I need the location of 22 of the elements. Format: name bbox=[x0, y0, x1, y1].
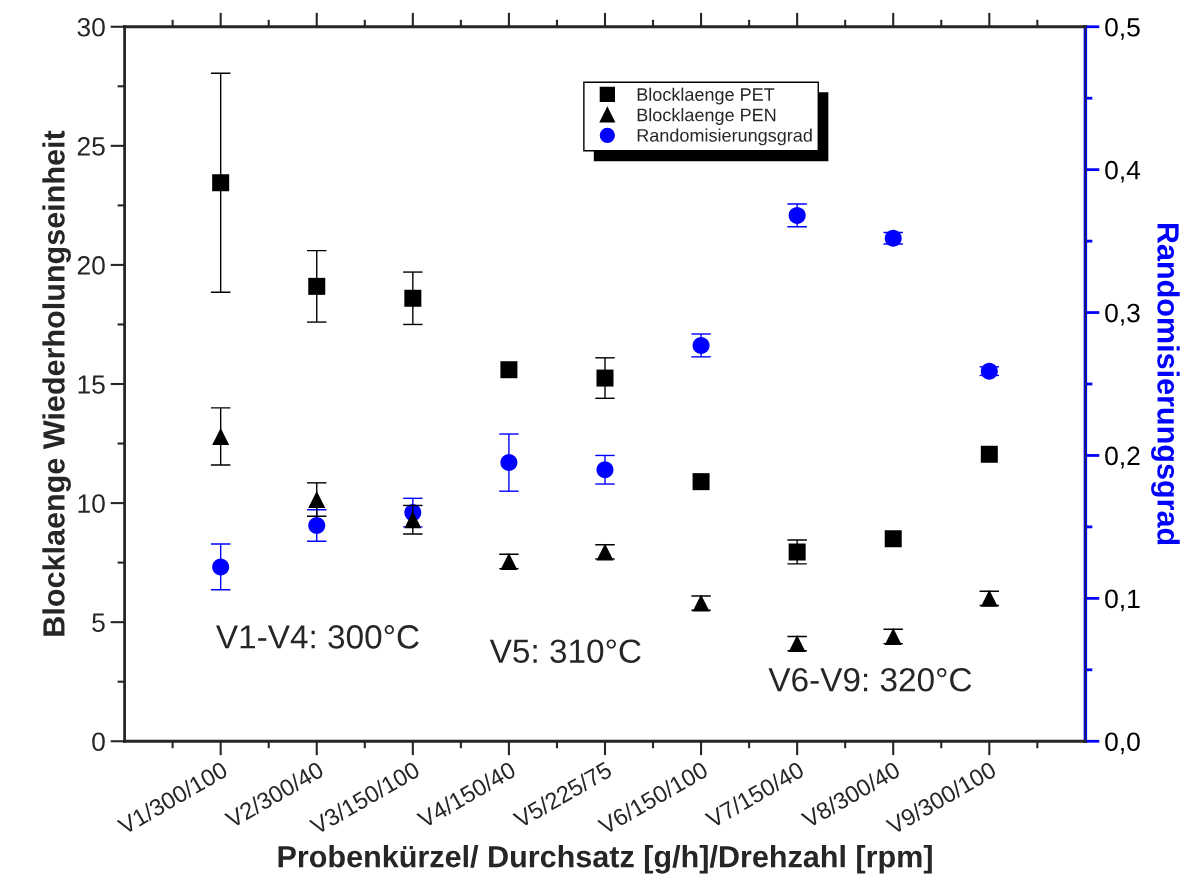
annotation: V6-V9: 320°C bbox=[768, 667, 972, 692]
y-tick-label: 25 bbox=[77, 136, 105, 156]
y2-tick-label: 0,2 bbox=[1105, 446, 1140, 469]
y-tick-label: 5 bbox=[92, 613, 105, 632]
annotation: V1-V4: 300°C bbox=[216, 625, 419, 649]
y-axis-title: Blocklaenge Wiederholungseinheit bbox=[42, 130, 71, 636]
y-tick-label: 0 bbox=[92, 732, 105, 752]
y2-tick-label: 0,4 bbox=[1105, 160, 1141, 183]
y2-tick-label: 0,0 bbox=[1105, 732, 1140, 755]
y-tick-label: 30 bbox=[77, 17, 105, 37]
y2-tick-label: 0,1 bbox=[1105, 589, 1140, 612]
legend-label: Blocklaenge PET bbox=[637, 87, 775, 105]
annotation: V5: 310°C bbox=[489, 639, 641, 663]
y-tick-label: 20 bbox=[77, 256, 105, 275]
y2-axis-title: Randomisierungsgrad bbox=[1151, 223, 1180, 545]
y2-tick-label: 0,5 bbox=[1105, 17, 1140, 40]
legend-label: Blocklaenge PEN bbox=[637, 108, 776, 125]
x-axis-title: Probenkürzel/ Durchsatz [g/h]/Drehzahl [rpm] bbox=[278, 845, 932, 874]
y2-tick-label: 0,3 bbox=[1105, 303, 1140, 326]
legend-label: Randomisierungsgrad bbox=[637, 128, 812, 146]
y-tick-label: 15 bbox=[78, 375, 105, 394]
y-tick-label: 10 bbox=[78, 494, 105, 513]
